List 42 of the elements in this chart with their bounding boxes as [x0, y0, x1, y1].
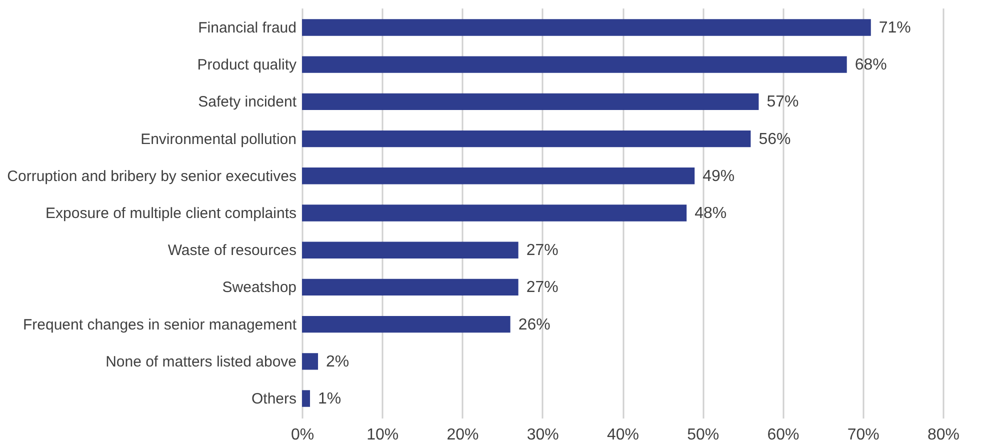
data-label: 48%	[694, 205, 727, 222]
data-label: 68%	[854, 56, 887, 74]
x-tick-label: 60%	[767, 426, 800, 444]
y-tick-label: Waste of resources	[168, 242, 296, 260]
data-label: 57%	[766, 94, 799, 111]
y-tick-label: Safety incident	[198, 94, 298, 111]
bar	[302, 278, 518, 296]
data-label: 49%	[702, 168, 735, 185]
y-tick-label: None of matters listed above	[106, 353, 296, 370]
bar	[302, 353, 318, 370]
x-tick-label: 0%	[290, 426, 314, 444]
x-tick-label: 10%	[366, 426, 399, 444]
data-label: 27%	[526, 279, 558, 296]
data-label: 2%	[326, 353, 350, 370]
y-tick-label: Frequent changes in senior management	[22, 316, 298, 334]
data-label: 56%	[758, 130, 791, 148]
data-label: 71%	[878, 19, 911, 36]
y-tick-label: Corruption and bribery by senior executives	[7, 168, 296, 185]
y-tick-label: Others	[251, 390, 296, 408]
bar	[302, 316, 510, 333]
bar	[302, 390, 310, 407]
bar	[302, 204, 687, 222]
x-tick-label: 80%	[927, 426, 960, 444]
bar	[302, 242, 518, 258]
data-label: 1%	[318, 390, 342, 408]
x-tick-label: 20%	[446, 426, 479, 444]
bar	[302, 19, 871, 36]
x-tick-label: 30%	[526, 426, 559, 444]
y-tick-label: Environmental pollution	[140, 130, 296, 148]
x-tick-label: 70%	[847, 426, 880, 444]
data-label: 26%	[518, 316, 550, 334]
y-tick-label: Financial fraud	[198, 19, 296, 36]
bar	[302, 168, 695, 184]
x-tick-label: 50%	[687, 426, 720, 444]
data-label: 27%	[526, 242, 558, 260]
x-tick-label: 40%	[606, 426, 640, 444]
bar	[302, 56, 847, 73]
y-tick-label: Product quality	[197, 56, 297, 74]
bar	[302, 130, 751, 148]
bar	[302, 93, 759, 110]
y-tick-label: Exposure of multiple client complaints	[46, 205, 296, 222]
y-tick-label: Sweatshop	[222, 279, 296, 296]
